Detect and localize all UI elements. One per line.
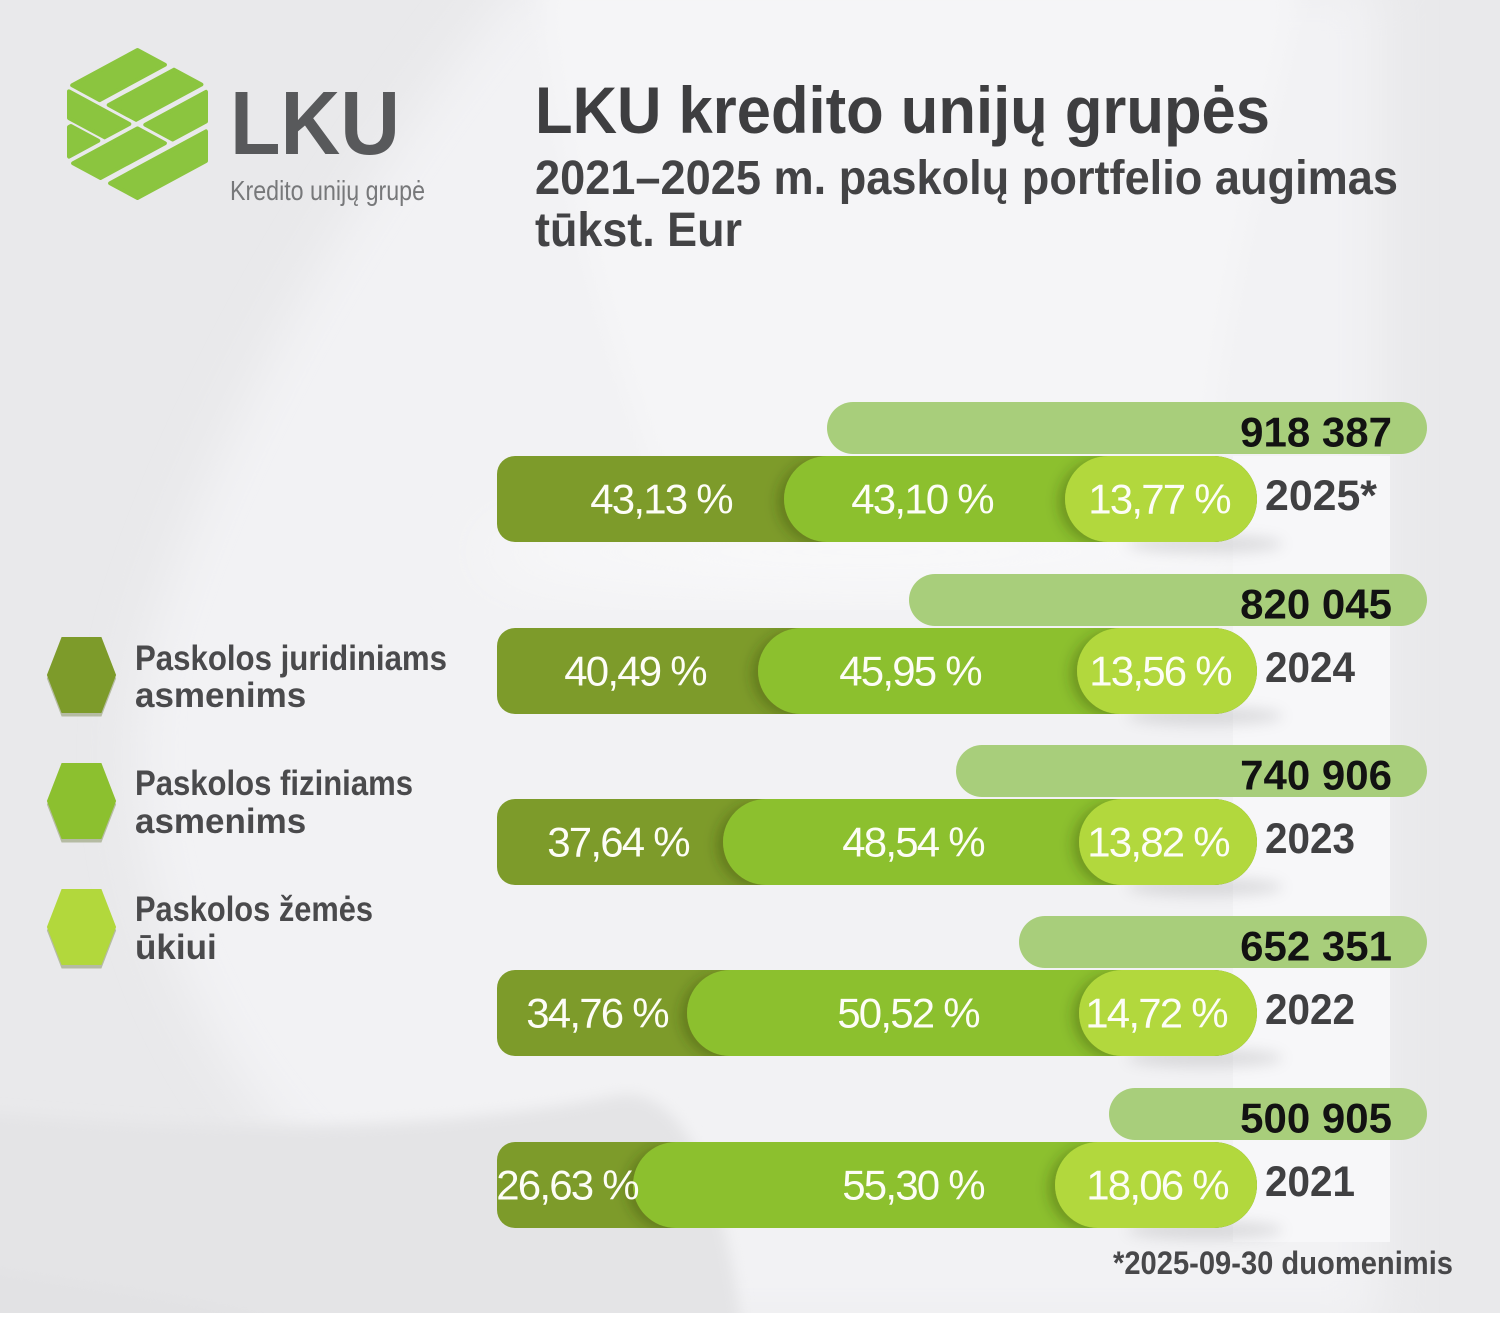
svg-text:37,64 %: 37,64 % [547,819,689,866]
svg-text:14,72 %: 14,72 % [1085,990,1227,1037]
svg-text:Paskolos žemės: Paskolos žemės [135,890,373,929]
svg-text:13,56 %: 13,56 % [1089,648,1231,695]
svg-text:2024: 2024 [1265,644,1355,692]
svg-text:820 045: 820 045 [1240,581,1392,628]
svg-text:43,10 %: 43,10 % [851,476,993,523]
svg-text:2023: 2023 [1265,815,1355,863]
svg-text:55,30 %: 55,30 % [842,1162,984,1209]
svg-text:40,49 %: 40,49 % [564,648,706,695]
svg-text:26,63 %: 26,63 % [496,1162,638,1209]
svg-text:LKU kredito unijų grupės: LKU kredito unijų grupės [535,73,1270,147]
svg-text:tūkst. Eur: tūkst. Eur [535,204,742,257]
svg-text:740 906: 740 906 [1240,752,1392,799]
svg-text:Kredito unijų grupė: Kredito unijų grupė [230,175,425,206]
svg-text:918 387: 918 387 [1240,409,1392,456]
svg-text:48,54 %: 48,54 % [842,819,984,866]
svg-text:18,06 %: 18,06 % [1086,1162,1228,1209]
svg-text:asmenims: asmenims [135,802,306,841]
svg-text:13,82 %: 13,82 % [1087,819,1229,866]
svg-text:34,76 %: 34,76 % [526,990,668,1037]
svg-text:Paskolos fiziniams: Paskolos fiziniams [135,764,413,803]
svg-text:2021: 2021 [1265,1158,1355,1206]
svg-text:500 905: 500 905 [1240,1095,1392,1142]
svg-text:2022: 2022 [1265,986,1355,1034]
svg-text:45,95 %: 45,95 % [839,648,981,695]
svg-text:652 351: 652 351 [1240,923,1392,970]
svg-text:50,52 %: 50,52 % [837,990,979,1037]
svg-text:43,13 %: 43,13 % [590,476,732,523]
svg-text:2021–2025 m. paskolų portfelio: 2021–2025 m. paskolų portfelio augimas [535,152,1398,205]
svg-text:ūkiui: ūkiui [135,928,217,967]
svg-text:LKU: LKU [230,74,400,174]
svg-text:*2025-09-30 duomenimis: *2025-09-30 duomenimis [1113,1245,1453,1281]
svg-text:13,77 %: 13,77 % [1088,476,1230,523]
svg-text:Paskolos juridiniams: Paskolos juridiniams [135,639,447,678]
svg-text:2025*: 2025* [1265,472,1377,520]
svg-text:asmenims: asmenims [135,676,306,715]
